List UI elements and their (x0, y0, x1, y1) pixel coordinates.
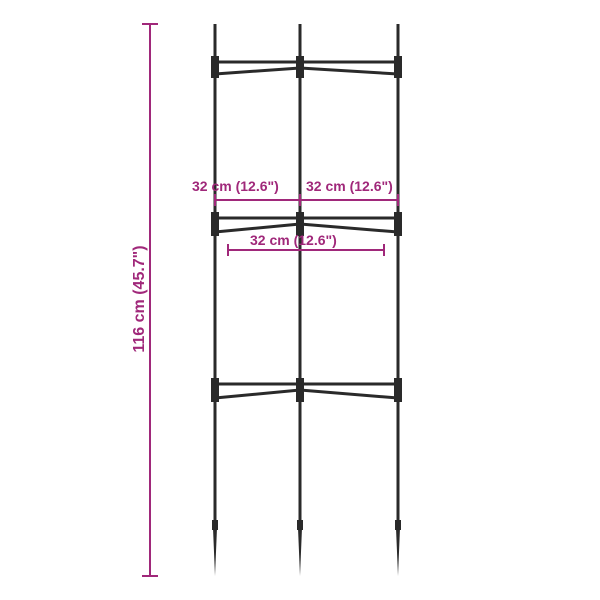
label-width-top-right: 32 cm (12.6") (306, 178, 393, 194)
dim-width-top-right (300, 194, 398, 206)
dim-width-top-left (215, 194, 300, 206)
diagram-canvas: 116 cm (45.7") 32 cm (12.6") 32 cm (12.6… (0, 0, 600, 600)
label-height: 116 cm (45.7") (131, 219, 149, 379)
diagram-svg (0, 0, 600, 600)
poles (212, 24, 401, 576)
label-width-bottom: 32 cm (12.6") (250, 232, 337, 248)
crossbar-lower (211, 378, 402, 402)
label-width-top-left: 32 cm (12.6") (192, 178, 279, 194)
crossbar-top (211, 56, 402, 78)
